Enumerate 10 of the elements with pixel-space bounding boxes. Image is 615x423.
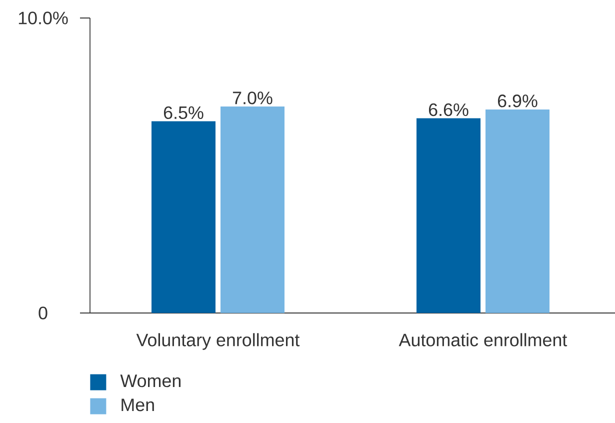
y-tick-label: 0 xyxy=(38,306,48,320)
data-label: 7.0% xyxy=(232,92,272,104)
x-tick-label: Voluntary enrollment xyxy=(136,333,300,350)
y-tick-label: 10.0% xyxy=(18,12,68,24)
data-label: 6.9% xyxy=(498,94,538,108)
data-label: 6.6% xyxy=(428,103,468,116)
data-label: 6.5% xyxy=(164,106,204,120)
legend-label: Men xyxy=(122,398,154,412)
legend-label: Women xyxy=(120,374,180,388)
x-tick-label: Automatic enrollment xyxy=(398,333,568,346)
